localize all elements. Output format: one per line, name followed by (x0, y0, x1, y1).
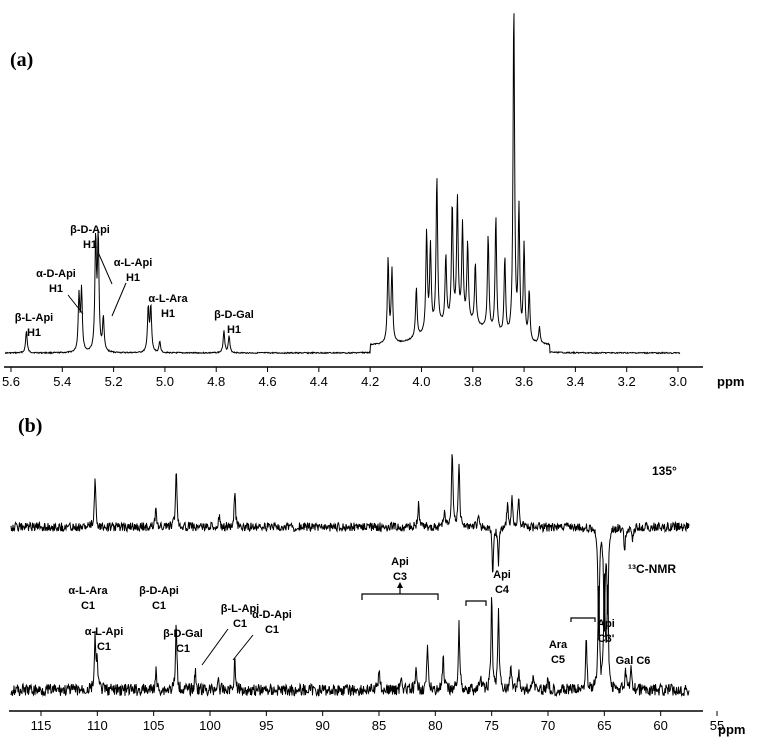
panel-b-unit-label: ppm (718, 722, 745, 737)
peak-annotation: C1 (97, 641, 111, 653)
x-tick-label: 100 (199, 718, 221, 733)
panel-b-label: (b) (18, 415, 42, 437)
api-c4-bracket (465, 600, 487, 606)
x-tick-label: 5.2 (105, 374, 123, 389)
peak-annotation: H1 (49, 283, 63, 295)
panel-a: (a) 5.6 5.4 5.2 5.0 4.8 4.6 4.4 4.2 4.0 3.8 3.6 3.4… (2, 13, 744, 389)
x-tick-label: 3.8 (464, 374, 482, 389)
x-tick-label: 80 (428, 718, 442, 733)
peak-annotation: β-D-Api (139, 585, 179, 597)
x-tick-label: 4.2 (361, 374, 379, 389)
panel-a-annotations: β-L-Api H1 α-D-Api H1 β-D-Api H1 α-L-Api H1 α-L-… (15, 224, 254, 339)
x-tick-label: 4.0 (412, 374, 430, 389)
x-tick-label: 55 (710, 718, 724, 733)
api-c3-bracket (361, 588, 439, 600)
peak-annotation: C4 (495, 584, 510, 596)
x-tick-label: 95 (259, 718, 273, 733)
peak-annotation: H1 (227, 324, 241, 336)
peak-annotation: α-D-Api (252, 609, 292, 621)
c13-nmr-label: ¹³C-NMR (628, 562, 676, 576)
x-tick-label: 60 (653, 718, 667, 733)
peak-annotation: H1 (126, 272, 140, 284)
panel-b-annotations: α-L-Ara C1 α-L-Api C1 β-D-Api C1 β-D-Gal C1 β-L-… (68, 556, 650, 667)
x-tick-label: 3.6 (515, 374, 533, 389)
peak-annotation: Api (493, 569, 511, 581)
peak-annotation: Gal C6 (616, 655, 651, 667)
x-tick-label: 90 (315, 718, 329, 733)
peak-annotation: H1 (83, 239, 97, 251)
panel-a-unit-label: ppm (717, 374, 744, 389)
x-tick-label: 4.4 (310, 374, 328, 389)
peak-annotation: α-L-Api (114, 257, 153, 269)
ara-c5-api-c3-bracket (570, 617, 596, 622)
peak-annotation: Api (391, 556, 409, 568)
api-c3-arrow-icon (397, 582, 403, 588)
peak-annotation: α-L-Ara (68, 585, 108, 597)
x-tick-label: 70 (541, 718, 555, 733)
panel-b: (b) 135° ¹³C-NMR 115 110 105 100 95 90 85 80 75 7… (9, 415, 745, 737)
x-tick-label: 4.6 (258, 374, 276, 389)
annotation-leader-line (97, 251, 113, 285)
peak-annotation: H1 (161, 308, 175, 320)
peak-annotation: C5 (551, 654, 565, 666)
x-tick-label: 4.8 (207, 374, 225, 389)
peak-annotation: β-D-Api (70, 224, 110, 236)
peak-annotation: C1 (233, 618, 247, 630)
dept135-label: 135° (652, 464, 677, 478)
peak-annotation: α-L-Api (85, 626, 124, 638)
peak-annotation: C3 (393, 571, 407, 583)
panel-b-ticks: 115 110 105 100 95 90 85 80 75 70 65 60 55 (31, 711, 724, 733)
peak-annotation: C1 (152, 600, 166, 612)
x-tick-label: 3.4 (566, 374, 584, 389)
peak-annotation: Api (597, 618, 615, 630)
peak-annotation: β-D-Gal (163, 628, 203, 640)
x-tick-label: 3.2 (618, 374, 636, 389)
annotation-leader-line (67, 294, 84, 315)
annotation-leader-line (111, 282, 127, 317)
x-tick-label: 65 (597, 718, 611, 733)
peak-annotation: C1 (176, 643, 190, 655)
panel-a-label: (a) (10, 49, 33, 71)
peak-annotation: α-L-Ara (148, 293, 188, 305)
peak-annotation: H1 (27, 327, 41, 339)
peak-annotation: C1 (265, 624, 279, 636)
peak-annotation: β-L-Api (15, 312, 53, 324)
x-tick-label: 110 (87, 718, 108, 733)
proton-spectrum-trace (5, 13, 681, 355)
peak-annotation: C1 (81, 600, 95, 612)
x-tick-label: 3.0 (669, 374, 687, 389)
peak-annotation: Ara (549, 639, 568, 651)
x-tick-label: 115 (31, 718, 52, 733)
annotation-leader-line (232, 634, 254, 661)
x-tick-label: 105 (143, 718, 165, 733)
x-tick-label: 5.4 (53, 374, 71, 389)
x-tick-label: 85 (372, 718, 386, 733)
annotation-leader-line (201, 628, 229, 666)
x-tick-label: 5.6 (2, 374, 20, 389)
x-tick-label: 75 (484, 718, 498, 733)
c13-spectrum-trace (10, 573, 690, 698)
dept135-spectrum-trace (10, 454, 690, 637)
x-tick-label: 5.0 (156, 374, 174, 389)
peak-annotation: C3' (598, 633, 615, 645)
panel-a-ticks: 5.6 5.4 5.2 5.0 4.8 4.6 4.4 4.2 4.0 3.8 3.6 3.4 3.2 3… (2, 367, 687, 389)
peak-annotation: β-L-Api (221, 603, 259, 615)
peak-annotation: β-D-Gal (214, 309, 254, 321)
peak-annotation: α-D-Api (36, 268, 76, 280)
